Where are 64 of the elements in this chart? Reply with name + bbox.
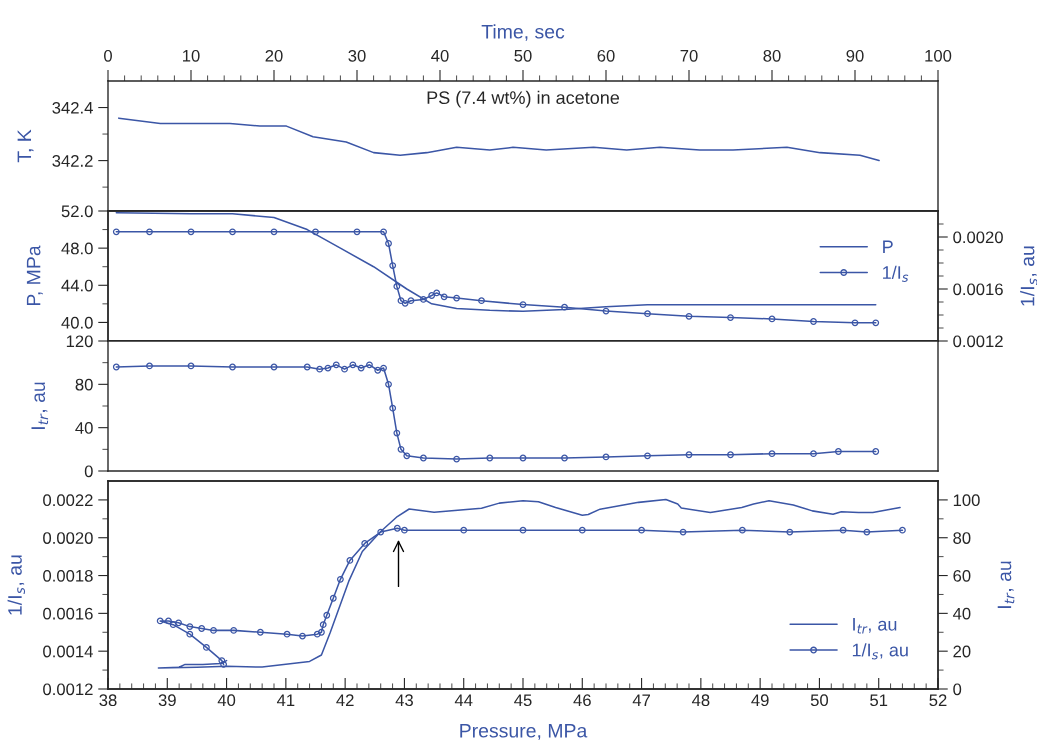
x-tick-label: 43 [395,694,413,707]
y-tick-label: 0.0018 [43,569,93,582]
x-tick-label: 47 [632,694,650,706]
y-tick-label: 0.0022 [43,494,93,507]
y-tick-label: 0.0016 [43,607,93,620]
y2-tick-label: 100 [953,494,980,507]
y-tick-label: 80 [75,378,93,391]
y-tick-label: 40 [75,422,93,434]
y-axis-title: T, K [17,129,34,163]
y-tick-label: 342.2 [52,154,93,167]
y2-axis-title: 1/I$_{s}$, au [1020,246,1037,306]
x-tick-label: 50 [810,694,829,707]
y-tick-label: 0.0014 [43,645,93,658]
y-tick-label: 44.0 [61,279,93,292]
x-tick-label: 45 [514,694,532,707]
x-tick-label: 39 [158,694,176,707]
y2-tick-label: 40 [952,607,971,620]
y-tick-label: 48.0 [61,242,93,255]
y2-tick-label: 60 [953,569,971,582]
y-tick-label: 120 [66,335,93,348]
y2-tick-label: 0.0020 [953,231,1003,244]
x-tick-label: 41 [276,694,295,706]
legend-label: P [883,240,893,253]
y-axis-title: I$_{tr}$, au [31,382,49,429]
y2-tick-label: 0.0016 [953,283,1003,296]
y-tick-label: 0.0012 [43,683,93,696]
legend-label: 1/I$_{s}$, au [852,643,908,660]
annotation: PS (7.4 wt%) in acetone [427,90,620,108]
y2-tick-label: 80 [953,532,971,544]
y-tick-label: 342.4 [52,101,93,114]
y-tick-label: 0.0020 [43,532,93,544]
x-tick-label: 60 [597,49,615,62]
y-tick-label: 40.0 [61,316,93,329]
x-axis-title: Time, sec [481,24,565,41]
x-tick-label: 44 [454,694,473,706]
legend-label: I$_{tr}$, au [853,618,897,634]
x-tick-label: 10 [183,49,200,62]
y2-tick-label: 20 [953,645,971,658]
legend-label: 1/I$_{s}$ [883,265,909,282]
y2-tick-label: 0 [953,683,962,696]
x-tick-label: 40 [431,49,449,62]
y-axis-title: 1/I$_{s}$, au [7,555,26,615]
x-axis-title: Pressure, MPa [460,724,588,740]
x-tick-label: 51 [870,694,888,707]
x-tick-label: 20 [265,49,283,62]
x-tick-label: 30 [348,49,366,62]
y-tick-label: 0 [84,465,93,478]
x-tick-label: 52 [929,694,947,707]
x-tick-label: 80 [763,49,781,62]
x-tick-label: 48 [691,694,710,707]
y2-axis-title: I$_{tr}$, au [997,561,1015,608]
y2-tick-label: 0.0012 [953,335,1003,348]
x-tick-label: 50 [514,49,532,62]
x-tick-label: 0 [104,49,112,62]
x-tick-label: 49 [751,694,769,707]
x-tick-label: 100 [925,49,952,62]
y-axis-title: P, MPa [26,245,43,306]
x-tick-label: 38 [99,694,117,707]
x-tick-label: 46 [573,694,591,707]
y-tick-label: 52.0 [61,205,93,218]
x-tick-label: 70 [680,49,698,62]
x-tick-label: 40 [217,694,236,707]
x-tick-label: 42 [336,694,354,706]
x-tick-label: 90 [846,49,864,62]
